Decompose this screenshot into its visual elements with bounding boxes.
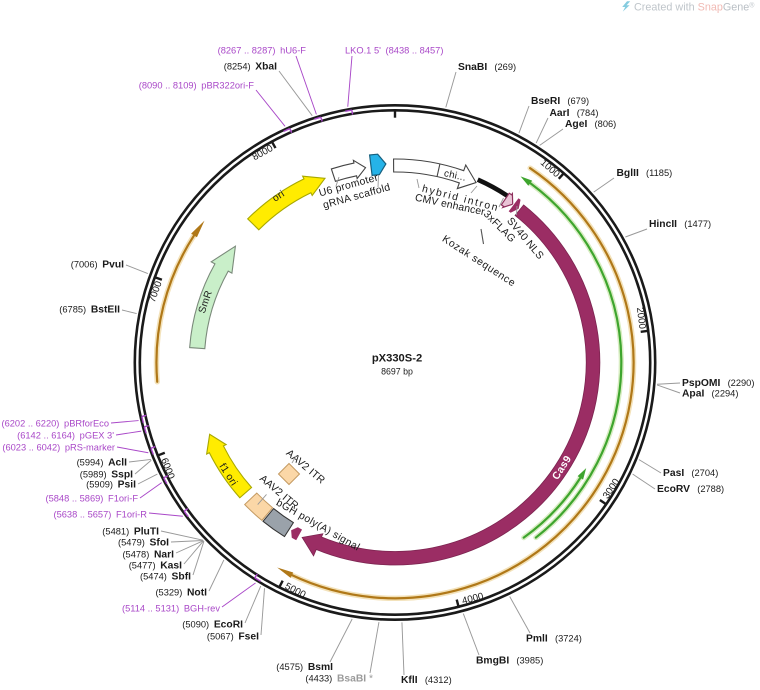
svg-text:(7006) PvuI: (7006) PvuI: [71, 260, 124, 271]
svg-text:(6142 .. 6164) pGEX 3': (6142 .. 6164) pGEX 3': [17, 431, 114, 441]
svg-text:BmgBI (3985): BmgBI (3985): [476, 656, 543, 667]
svg-text:(5994) AclI: (5994) AclI: [77, 458, 128, 469]
svg-text:(6202 .. 6220) pBRforEco: (6202 .. 6220) pBRforEco: [2, 419, 110, 429]
svg-text:LKO.1 5' (8438 .. 8457): LKO.1 5' (8438 .. 8457): [345, 46, 443, 56]
svg-text:(5477) KasI: (5477) KasI: [129, 561, 182, 572]
svg-text:(8254) XbaI: (8254) XbaI: [224, 62, 277, 73]
svg-text:EcoRV (2788): EcoRV (2788): [657, 484, 724, 495]
svg-text:SnaBI (269): SnaBI (269): [458, 62, 516, 73]
svg-text:(5909) PsiI: (5909) PsiI: [86, 480, 136, 491]
svg-text:(5989) SspI: (5989) SspI: [80, 470, 133, 481]
svg-text:(8090 .. 8109) pBR322ori-F: (8090 .. 8109) pBR322ori-F: [139, 81, 255, 91]
svg-text:(4433) BsaBI *: (4433) BsaBI *: [305, 674, 373, 685]
svg-text:4000: 4000: [461, 591, 485, 607]
svg-text:AarI (784): AarI (784): [550, 108, 599, 119]
svg-text:(5114 .. 5131) BGH-rev: (5114 .. 5131) BGH-rev: [122, 604, 220, 614]
svg-text:HincII (1477): HincII (1477): [649, 219, 711, 230]
svg-text:(6785) BstEII: (6785) BstEII: [59, 305, 120, 316]
svg-text:(5329) NotI: (5329) NotI: [155, 588, 207, 599]
svg-text:(5090) EcoRI: (5090) EcoRI: [182, 620, 243, 631]
svg-text:2000: 2000: [634, 307, 648, 331]
svg-text:ApaI (2294): ApaI (2294): [682, 389, 738, 400]
svg-text:(5638 .. 5657) F1ori-R: (5638 .. 5657) F1ori-R: [53, 510, 147, 520]
svg-text:(8267 .. 8287) hU6-F: (8267 .. 8287) hU6-F: [218, 46, 307, 56]
svg-text:PmlI (3724): PmlI (3724): [526, 634, 582, 645]
svg-text:(6023 .. 6042) pRS-marker: (6023 .. 6042) pRS-marker: [2, 443, 115, 453]
svg-text:(5481) PluTI: (5481) PluTI: [102, 527, 159, 538]
svg-text:KflI (4312): KflI (4312): [401, 675, 452, 685]
svg-text:(5848 .. 5869) F1ori-F: (5848 .. 5869) F1ori-F: [46, 494, 139, 504]
svg-text:8697 bp: 8697 bp: [381, 367, 413, 377]
svg-text:(5067) FseI: (5067) FseI: [207, 632, 259, 643]
svg-text:PspOMI (2290): PspOMI (2290): [682, 378, 754, 389]
svg-text:BglII (1185): BglII (1185): [617, 168, 673, 179]
svg-text:(5474) SbfI: (5474) SbfI: [140, 572, 191, 583]
svg-text:(4575) BsmI: (4575) BsmI: [276, 662, 333, 673]
svg-text:chi...: chi...: [443, 168, 467, 184]
svg-text:BseRI (679): BseRI (679): [531, 96, 589, 107]
svg-text:(5479) SfoI: (5479) SfoI: [118, 538, 169, 549]
svg-text:(5478) NarI: (5478) NarI: [122, 550, 174, 561]
svg-text:PasI (2704): PasI (2704): [663, 468, 718, 479]
svg-text:Created with SnapGene®: Created with SnapGene®: [634, 2, 755, 14]
svg-text:AgeI (806): AgeI (806): [565, 119, 616, 130]
svg-text:pX330S-2: pX330S-2: [372, 353, 422, 365]
